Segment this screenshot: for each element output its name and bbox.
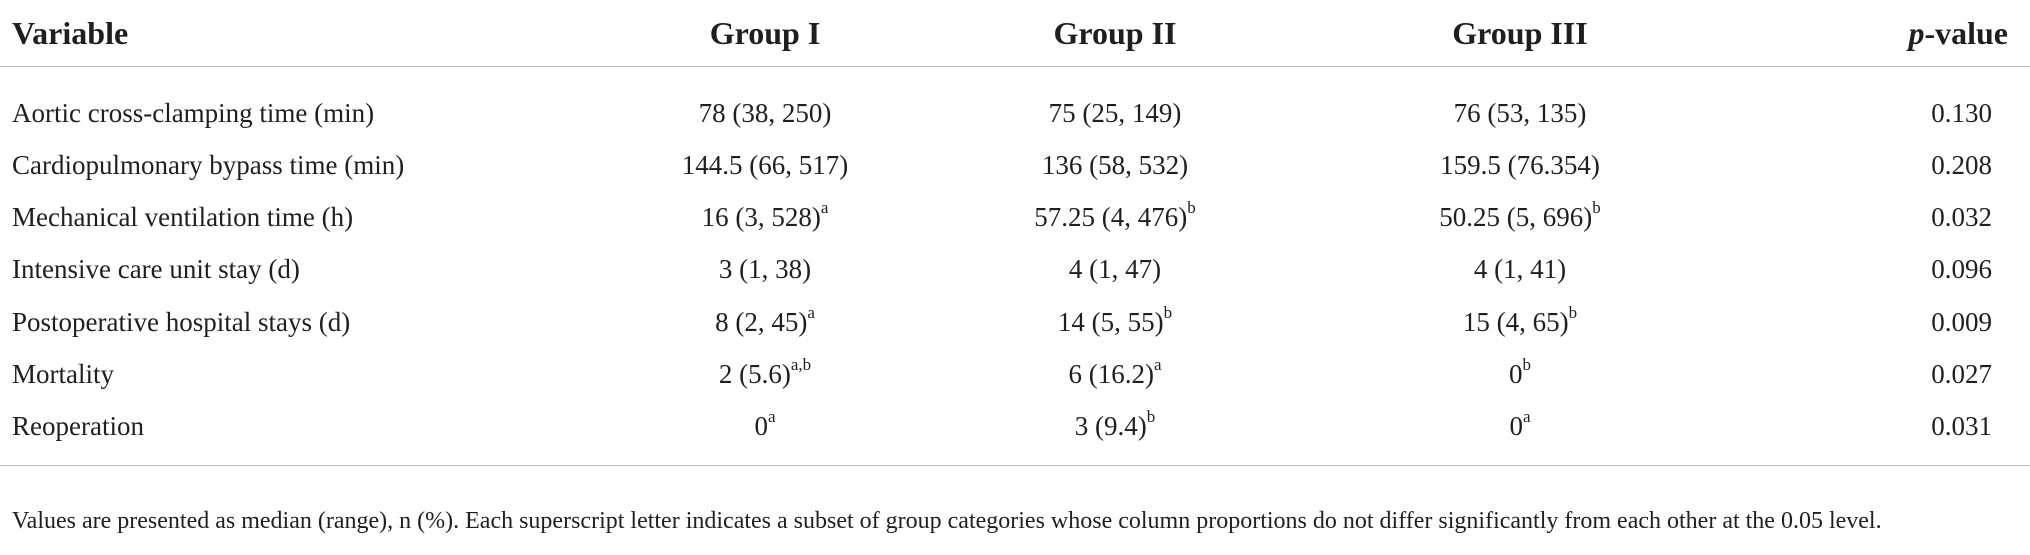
cell-group-1: 16 (3, 528)a <box>620 191 910 243</box>
cell-group-1: 2 (5.6)a,b <box>620 348 910 400</box>
cell-variable: Mechanical ventilation time (h) <box>12 201 354 232</box>
header-group-3: Group III <box>1320 0 1720 67</box>
cell-variable: Postoperative hospital stays (d) <box>12 306 351 337</box>
cell-superscript: b <box>1568 302 1578 322</box>
cell-value: 78 (38, 250) <box>698 97 832 128</box>
cell-variable: Reoperation <box>0 400 620 466</box>
cell-group-3: 0b <box>1320 348 1720 400</box>
cell-superscript: b <box>1522 354 1532 374</box>
cell-value: 2 (5.6) <box>718 358 791 389</box>
cell-value: 50.25 (5, 696) <box>1439 201 1593 232</box>
cell-superscript: a <box>1153 354 1162 374</box>
cell-superscript: b <box>1146 407 1156 427</box>
cell-value: 136 (58, 532) <box>1041 149 1189 180</box>
cell-p-value: 0.130 <box>1931 97 1992 128</box>
header-p-italic: p <box>1908 14 1925 51</box>
results-table: Variable Group I Group II Group III p-va… <box>0 0 2030 466</box>
header-p-suffix: -value <box>1924 14 2008 51</box>
cell-value: 14 (5, 55) <box>1057 306 1164 337</box>
cell-p-value: 0.208 <box>1931 149 1992 180</box>
cell-group-1: 8 (2, 45)a <box>620 296 910 348</box>
cell-value: 3 (1, 38) <box>718 254 812 285</box>
cell-p-value: 0.096 <box>1931 254 1992 285</box>
cell-value: 57.25 (4, 476) <box>1034 201 1188 232</box>
cell-value: 75 (25, 149) <box>1048 97 1182 128</box>
cell-group-3: 159.5 (76.354) <box>1320 139 1720 191</box>
cell-variable: Cardiopulmonary bypass time (min) <box>12 149 405 180</box>
cell-value: 16 (3, 528) <box>701 201 821 232</box>
table-row: Cardiopulmonary bypass time (min) 144.5 … <box>0 139 2030 191</box>
cell-variable: Mortality <box>12 358 114 389</box>
table-row: Intensive care unit stay (d) 3 (1, 38) 4… <box>0 244 2030 296</box>
cell-value: 4 (1, 47) <box>1068 254 1162 285</box>
cell-group-2: 136 (58, 532) <box>910 139 1320 191</box>
cell-value: 6 (16.2) <box>1068 358 1154 389</box>
table-body: Aortic cross-clamping time (min) 78 (38,… <box>0 67 2030 466</box>
table-row: Mortality 2 (5.6)a,b 6 (16.2)a 0b 0.027 <box>0 348 2030 400</box>
cell-group-2: 14 (5, 55)b <box>910 296 1320 348</box>
cell-value: 0 <box>1509 411 1523 442</box>
cell-superscript: a <box>807 302 815 322</box>
cell-group-2: 57.25 (4, 476)b <box>910 191 1320 243</box>
header-group-2: Group II <box>910 0 1320 67</box>
cell-superscript: a,b <box>790 354 812 374</box>
cell-group-2: 3 (9.4)b <box>910 400 1320 466</box>
cell-value: 3 (9.4) <box>1074 411 1147 442</box>
cell-group-2: 75 (25, 149) <box>910 67 1320 140</box>
cell-variable: Intensive care unit stay (d) <box>12 254 300 285</box>
cell-value: 159.5 (76.354) <box>1440 149 1600 180</box>
header-p-value: p-value <box>1720 0 2030 67</box>
table-row: Mechanical ventilation time (h) 16 (3, 5… <box>0 191 2030 243</box>
cell-group-3: 15 (4, 65)b <box>1320 296 1720 348</box>
cell-value: 15 (4, 65) <box>1462 306 1569 337</box>
table-row: Aortic cross-clamping time (min) 78 (38,… <box>0 67 2030 140</box>
cell-group-3: 0a <box>1320 400 1720 466</box>
header-variable: Variable <box>0 0 620 67</box>
cell-group-1: 0a <box>620 400 910 466</box>
cell-superscript: a <box>1522 407 1531 427</box>
cell-superscript: b <box>1163 302 1173 322</box>
cell-value: 0 <box>754 411 768 442</box>
cell-value: 144.5 (66, 517) <box>681 149 849 180</box>
header-row: Variable Group I Group II Group III p-va… <box>0 0 2030 67</box>
cell-group-1: 144.5 (66, 517) <box>620 139 910 191</box>
cell-value: 0 <box>1509 358 1523 389</box>
cell-p-value: 0.027 <box>1931 358 1992 389</box>
header-group-1: Group I <box>620 0 910 67</box>
cell-superscript: b <box>1187 197 1196 217</box>
cell-value: 4 (1, 41) <box>1473 254 1567 285</box>
cell-superscript: a <box>820 197 829 217</box>
cell-group-3: 4 (1, 41) <box>1320 244 1720 296</box>
table-row: Reoperation 0a 3 (9.4)b 0a 0.031 <box>0 400 2030 466</box>
table-footnote: Values are presented as median (range), … <box>12 508 1882 534</box>
cell-superscript: a <box>767 407 776 427</box>
cell-group-3: 50.25 (5, 696)b <box>1320 191 1720 243</box>
cell-value: 76 (53, 135) <box>1453 97 1587 128</box>
cell-p-value: 0.032 <box>1931 201 1992 232</box>
table-header: Variable Group I Group II Group III p-va… <box>0 0 2030 67</box>
cell-p-value: 0.031 <box>1720 400 2030 466</box>
cell-group-2: 4 (1, 47) <box>910 244 1320 296</box>
cell-group-2: 6 (16.2)a <box>910 348 1320 400</box>
cell-group-1: 3 (1, 38) <box>620 244 910 296</box>
cell-superscript: b <box>1592 197 1601 217</box>
cell-p-value: 0.009 <box>1931 306 1992 337</box>
cell-group-3: 76 (53, 135) <box>1320 67 1720 140</box>
table-row: Postoperative hospital stays (d) 8 (2, 4… <box>0 296 2030 348</box>
cell-value: 8 (2, 45) <box>715 306 808 337</box>
cell-variable: Aortic cross-clamping time (min) <box>12 97 375 128</box>
cell-group-1: 78 (38, 250) <box>620 67 910 140</box>
